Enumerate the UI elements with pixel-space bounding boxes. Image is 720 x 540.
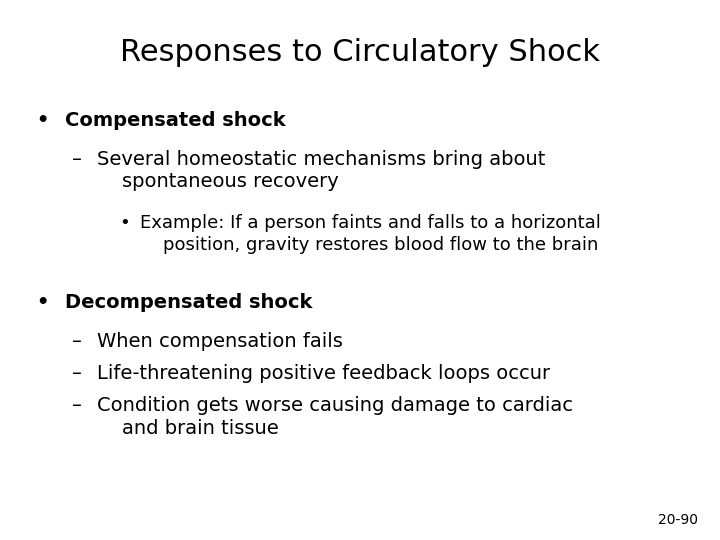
Text: •: • [36, 111, 48, 130]
Text: •: • [119, 214, 130, 232]
Text: –: – [72, 396, 82, 415]
Text: When compensation fails: When compensation fails [97, 332, 343, 350]
Text: Responses to Circulatory Shock: Responses to Circulatory Shock [120, 38, 600, 67]
Text: •: • [36, 293, 48, 312]
Text: –: – [72, 364, 82, 383]
Text: Condition gets worse causing damage to cardiac
    and brain tissue: Condition gets worse causing damage to c… [97, 396, 573, 438]
Text: –: – [72, 332, 82, 350]
Text: Decompensated shock: Decompensated shock [65, 293, 312, 312]
Text: Compensated shock: Compensated shock [65, 111, 285, 130]
Text: Example: If a person faints and falls to a horizontal
    position, gravity rest: Example: If a person faints and falls to… [140, 214, 601, 254]
Text: Life-threatening positive feedback loops occur: Life-threatening positive feedback loops… [97, 364, 550, 383]
Text: –: – [72, 150, 82, 168]
Text: Several homeostatic mechanisms bring about
    spontaneous recovery: Several homeostatic mechanisms bring abo… [97, 150, 546, 191]
Text: 20-90: 20-90 [658, 512, 698, 526]
